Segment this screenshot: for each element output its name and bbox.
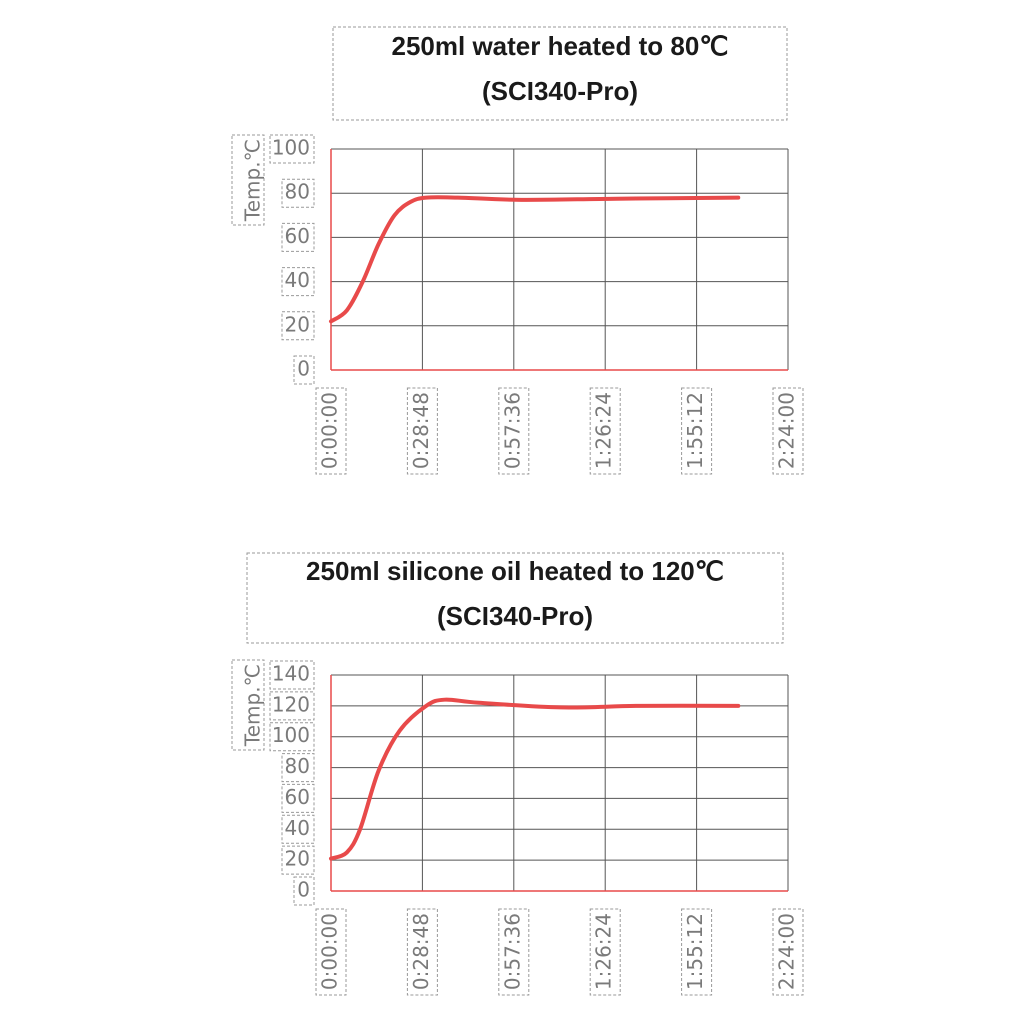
y-tick-label: 120: [272, 692, 310, 716]
tick-box: [269, 722, 315, 752]
label-box: [231, 134, 265, 226]
tick-box: [498, 387, 530, 475]
x-tick-label: 0:28:48: [409, 913, 433, 990]
chart-title: 250ml water heated to 80℃: [392, 31, 729, 61]
chart-subtitle: (SCI340-Pro): [437, 601, 593, 631]
label-box: [231, 659, 265, 751]
x-tick-label: 2:24:00: [775, 392, 799, 469]
tick-box: [681, 387, 713, 475]
chart-subtitle: (SCI340-Pro): [482, 76, 638, 106]
x-tick-label: 1:26:24: [592, 392, 616, 469]
tick-box: [281, 311, 315, 341]
y-tick-label: 80: [285, 180, 310, 204]
x-tick-label: 0:00:00: [318, 913, 342, 990]
tick-box: [315, 387, 347, 475]
tick-box: [281, 753, 315, 783]
tick-box: [281, 783, 315, 813]
x-tick-label: 1:55:12: [683, 392, 707, 469]
data-line: [329, 697, 741, 861]
data-line: [329, 195, 741, 324]
x-tick-label: 0:57:36: [500, 913, 524, 990]
x-tick-label: 0:28:48: [409, 392, 433, 469]
y-tick-label: 40: [285, 268, 310, 292]
tick-box: [315, 908, 347, 996]
tick-box: [281, 814, 315, 844]
title-box: [246, 552, 784, 644]
tick-box: [281, 222, 315, 252]
tick-box: [772, 387, 804, 475]
y-tick-label: 60: [285, 224, 310, 248]
x-tick-label: 1:55:12: [683, 913, 707, 990]
y-tick-label: 100: [272, 723, 310, 747]
y-axis-label: Temp.℃: [241, 139, 265, 222]
tick-box: [589, 387, 621, 475]
x-tick-label: 0:57:36: [500, 392, 524, 469]
y-tick-label: 40: [285, 816, 310, 840]
y-tick-label: 0: [297, 357, 310, 381]
tick-box: [281, 178, 315, 208]
tick-box: [293, 355, 315, 385]
y-tick-label: 20: [285, 312, 310, 336]
x-tick-label: 1:26:24: [592, 913, 616, 990]
x-tick-label: 0:00:00: [318, 392, 342, 469]
y-axis-label: Temp.℃: [241, 664, 265, 747]
tick-box: [681, 908, 713, 996]
y-tick-label: 0: [297, 878, 310, 902]
tick-box: [293, 876, 315, 906]
chart-title: 250ml silicone oil heated to 120℃: [306, 556, 724, 586]
title-box: [332, 26, 788, 121]
tick-box: [406, 387, 438, 475]
tick-box: [498, 908, 530, 996]
tick-box: [269, 660, 315, 690]
y-tick-label: 140: [272, 662, 310, 686]
tick-box: [269, 134, 315, 164]
tick-box: [589, 908, 621, 996]
x-tick-label: 2:24:00: [775, 913, 799, 990]
y-tick-label: 60: [285, 785, 310, 809]
y-tick-label: 100: [272, 136, 310, 160]
tick-box: [281, 267, 315, 297]
y-tick-label: 20: [285, 847, 310, 871]
y-tick-label: 80: [285, 754, 310, 778]
tick-box: [281, 845, 315, 875]
tick-box: [772, 908, 804, 996]
tick-box: [406, 908, 438, 996]
tick-box: [269, 691, 315, 721]
